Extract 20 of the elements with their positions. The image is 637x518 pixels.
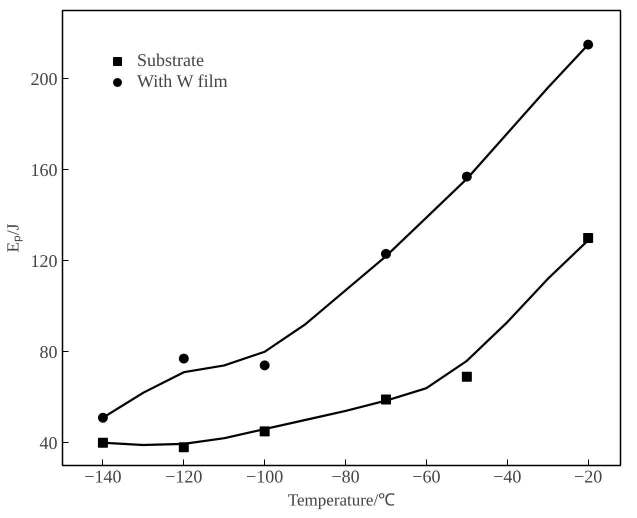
x-tick-label: −100 bbox=[246, 466, 284, 486]
y-tick-label: 200 bbox=[30, 68, 58, 89]
point bbox=[462, 372, 472, 382]
y-tick-label: 40 bbox=[40, 432, 58, 453]
x-tick-label: −80 bbox=[331, 466, 360, 486]
legend-label: Substrate bbox=[137, 50, 204, 71]
x-tick-label: −20 bbox=[574, 466, 602, 486]
x-tick-label: −120 bbox=[165, 466, 202, 486]
legend-label: With W film bbox=[137, 71, 228, 92]
y-tick-label: 120 bbox=[30, 250, 58, 271]
x-tick-label: −140 bbox=[84, 466, 122, 486]
x-axis-title: Temperature/℃ bbox=[288, 490, 396, 510]
y-tick-label: 80 bbox=[40, 342, 58, 362]
x-tick-label: −40 bbox=[493, 466, 522, 486]
y-tick-label: 160 bbox=[30, 160, 58, 180]
point bbox=[178, 354, 189, 364]
point bbox=[583, 233, 594, 243]
point bbox=[260, 360, 270, 370]
x-tick-label: −60 bbox=[412, 466, 440, 486]
y-axis-title: Eₚ/J bbox=[4, 223, 24, 252]
